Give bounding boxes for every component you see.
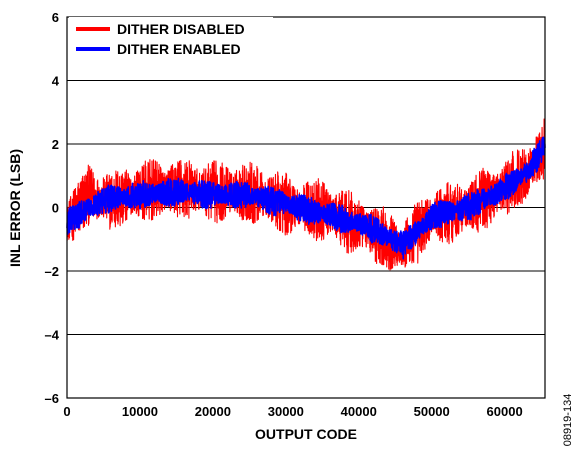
y-axis-label: INL ERROR (LSB) <box>7 149 23 267</box>
y-tick-label: 4 <box>52 74 60 89</box>
legend: DITHER DISABLED DITHER ENABLED <box>69 17 273 60</box>
x-tick-label: 40000 <box>341 404 377 419</box>
x-tick-label: 30000 <box>268 404 304 419</box>
y-tick-labels: –6 –4 –2 0 2 4 6 <box>45 10 60 406</box>
y-tick-label: –4 <box>45 328 60 343</box>
x-tick-label: 50000 <box>414 404 450 419</box>
x-tick-label: 20000 <box>195 404 231 419</box>
legend-label-dither-disabled: DITHER DISABLED <box>117 21 245 37</box>
x-tick-labels: 0 10000 20000 30000 40000 50000 60000 <box>63 404 522 419</box>
plot-frame <box>66 16 546 399</box>
x-tick-label: 0 <box>63 404 70 419</box>
series-layer <box>66 118 546 271</box>
y-tick-label: –6 <box>45 391 59 406</box>
legend-frame <box>69 17 273 60</box>
x-tick-label: 10000 <box>122 404 158 419</box>
y-tick-label: 2 <box>52 137 59 152</box>
y-tick-label: –2 <box>45 264 59 279</box>
figure-id: 08919-134 <box>562 394 574 447</box>
series-line-dither-enabled <box>66 136 546 260</box>
x-axis-label: OUTPUT CODE <box>255 426 357 442</box>
y-tick-label: 0 <box>52 201 59 216</box>
y-tick-label: 6 <box>52 10 59 25</box>
legend-label-dither-enabled: DITHER ENABLED <box>117 41 241 57</box>
x-tick-label: 60000 <box>487 404 523 419</box>
